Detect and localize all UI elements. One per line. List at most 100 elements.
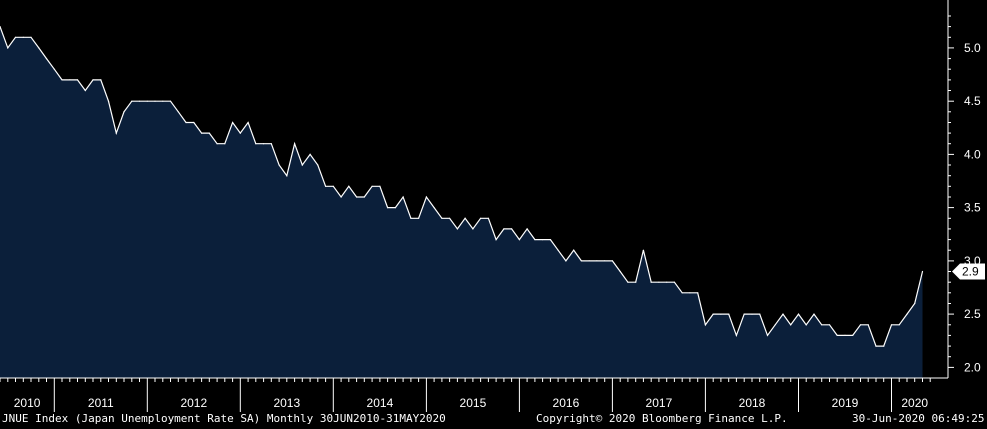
data-point: [14, 36, 17, 38]
data-point: [138, 100, 141, 102]
data-point: [410, 217, 412, 219]
data-point: [332, 185, 334, 187]
data-point: [565, 260, 567, 262]
data-point: [208, 132, 210, 134]
y-tick-label: 4.0: [964, 147, 981, 161]
data-point: [464, 217, 466, 219]
index-description: JNUE Index (Japan Unemployment Rate SA) …: [2, 412, 446, 425]
data-point: [596, 260, 598, 262]
data-point: [239, 132, 241, 134]
data-point: [890, 324, 893, 326]
x-year-label: 2018: [739, 396, 766, 410]
data-point: [325, 185, 327, 187]
data-point: [751, 313, 753, 315]
data-point: [495, 239, 497, 241]
data-point: [363, 196, 365, 198]
data-point: [658, 281, 660, 283]
data-point: [805, 324, 807, 326]
x-year-label: 2017: [646, 396, 673, 410]
data-point: [185, 121, 187, 124]
data-point: [348, 185, 350, 187]
data-point: [425, 196, 427, 198]
data-point: [906, 313, 908, 315]
data-point: [867, 324, 869, 326]
data-point: [487, 217, 489, 219]
data-point: [604, 260, 606, 262]
y-tick-label: 2.5: [964, 307, 981, 321]
data-point: [394, 207, 396, 209]
x-year-label: 2011: [88, 396, 114, 410]
data-point: [449, 217, 451, 219]
data-point: [782, 313, 784, 315]
data-point: [123, 111, 125, 113]
data-point: [712, 313, 714, 315]
y-tick-label: 5.0: [964, 41, 981, 55]
data-point: [503, 228, 505, 230]
data-point: [735, 334, 738, 336]
data-point: [921, 270, 924, 273]
data-point: [728, 313, 730, 315]
data-point: [511, 228, 513, 230]
data-point: [76, 79, 79, 81]
data-point: [673, 281, 676, 283]
data-point: [270, 143, 272, 145]
data-point: [580, 260, 583, 262]
data-point: [557, 249, 559, 251]
data-point: [627, 281, 629, 283]
data-point: [828, 324, 831, 326]
data-point: [844, 334, 846, 336]
data-point: [45, 58, 48, 60]
data-point: [542, 239, 544, 241]
data-point: [743, 313, 745, 315]
data-point: [697, 292, 699, 294]
series-line: [0, 26, 924, 347]
data-point: [635, 281, 637, 283]
x-year-label: 2016: [553, 396, 580, 410]
y-tick-label: 2.0: [964, 360, 981, 374]
data-point: [790, 324, 792, 326]
data-point: [402, 196, 404, 198]
data-point: [92, 79, 94, 81]
y-tick-label: 3.5: [964, 201, 981, 215]
series-area: [0, 26, 923, 378]
data-point: [480, 217, 482, 219]
data-point: [38, 47, 40, 49]
data-point: [472, 228, 474, 230]
data-point: [317, 164, 319, 166]
data-point: [774, 324, 776, 326]
data-point: [107, 100, 110, 102]
data-point: [549, 239, 552, 241]
x-year-label: 2019: [832, 396, 859, 410]
data-point: [534, 239, 536, 241]
last-value-marker: 2.9: [952, 263, 985, 280]
data-point: [836, 334, 838, 336]
data-point: [115, 132, 117, 134]
data-point: [573, 249, 575, 251]
last-value-label: 2.9: [962, 265, 979, 279]
data-point: [852, 334, 854, 336]
data-point: [797, 313, 800, 315]
data-point: [61, 79, 63, 81]
x-year-label: 2010: [14, 396, 41, 410]
data-point: [875, 345, 877, 347]
data-point: [100, 79, 102, 81]
data-point: [294, 143, 296, 145]
x-year-label: 2015: [460, 396, 487, 410]
x-year-label: 2012: [180, 396, 207, 410]
data-point: [611, 260, 614, 262]
data-point: [224, 143, 226, 145]
data-point: [379, 185, 381, 187]
data-point: [666, 281, 668, 283]
data-point: [255, 143, 257, 145]
data-point: [914, 302, 916, 305]
data-point: [704, 324, 707, 326]
data-point: [766, 334, 769, 336]
data-point: [356, 196, 358, 198]
data-point: [518, 239, 521, 241]
data-point: [0, 26, 1, 28]
x-year-label: 2013: [273, 396, 300, 410]
data-point: [169, 100, 172, 102]
data-point: [689, 292, 691, 294]
data-point: [340, 196, 342, 198]
data-point: [456, 228, 458, 230]
